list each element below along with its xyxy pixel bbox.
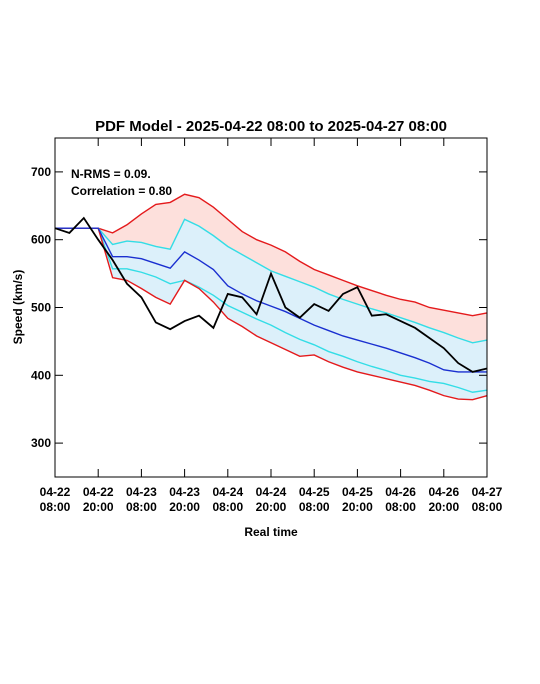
series-line (55, 227, 488, 393)
y-tick-label: 300 (31, 436, 51, 450)
x-tick-label: 04-25 20:00 (342, 485, 373, 514)
x-tick-label: 04-23 08:00 (126, 485, 157, 514)
x-tick-label: 04-24 20:00 (256, 485, 287, 514)
x-tick-label: 04-27 08:00 (472, 485, 503, 514)
annotation: Correlation = 0.80 (71, 184, 172, 198)
x-tick-label: 04-22 20:00 (83, 485, 114, 514)
x-tick-label: 04-23 20:00 (169, 485, 200, 514)
series-line (55, 227, 487, 373)
y-tick-label: 500 (31, 301, 51, 315)
annotation: N-RMS = 0.09. (71, 167, 151, 181)
series-line (54, 216, 488, 373)
y-tick-label: 600 (31, 233, 51, 247)
band (55, 219, 487, 400)
x-axis-label: Real time (244, 525, 298, 539)
x-tick-label: 04-26 08:00 (385, 485, 416, 514)
plot-area (54, 193, 488, 401)
series-line (55, 218, 488, 344)
chart-title: PDF Model - 2025-04-22 08:00 to 2025-04-… (95, 118, 447, 135)
series-line (55, 193, 488, 317)
y-tick-label: 700 (31, 165, 51, 179)
x-tick-label: 04-26 20:00 (428, 485, 459, 514)
y-tick-label: 400 (31, 368, 51, 382)
x-tick-label: 04-24 08:00 (212, 485, 243, 514)
y-axis-label: Speed (km/s) (11, 270, 25, 345)
series-line (55, 227, 488, 401)
x-tick-label: 04-22 08:00 (40, 485, 71, 514)
x-tick-label: 04-25 08:00 (299, 485, 330, 514)
